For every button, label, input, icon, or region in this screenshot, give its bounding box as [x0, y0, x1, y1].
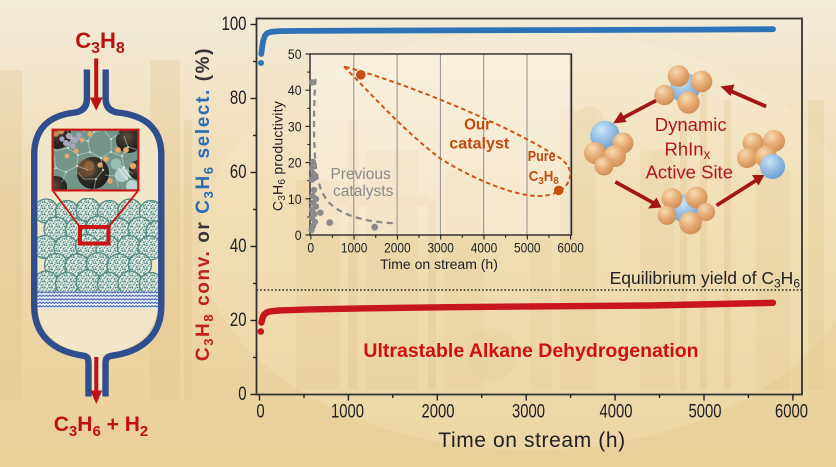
svg-text:20: 20 [230, 310, 247, 331]
svg-text:C3H8: C3H8 [529, 169, 559, 187]
svg-text:0: 0 [256, 402, 264, 423]
svg-text:Time on stream (h): Time on stream (h) [438, 429, 625, 452]
svg-text:Our: Our [464, 117, 491, 134]
svg-text:RhInx: RhInx [664, 139, 710, 163]
svg-text:2000: 2000 [384, 240, 411, 256]
svg-text:30: 30 [288, 118, 302, 134]
svg-text:1000: 1000 [331, 402, 364, 423]
svg-text:Time on stream (h): Time on stream (h) [380, 256, 498, 272]
svg-text:Previous: Previous [330, 166, 391, 183]
svg-text:0: 0 [307, 240, 314, 256]
svg-text:0: 0 [295, 227, 302, 243]
svg-text:3000: 3000 [427, 240, 454, 256]
svg-text:50: 50 [288, 46, 302, 62]
svg-text:60: 60 [230, 162, 247, 183]
svg-text:2000: 2000 [422, 402, 455, 423]
svg-text:Equilibrium yield of C3H6: Equilibrium yield of C3H6 [610, 268, 801, 291]
svg-text:Dynamic: Dynamic [655, 114, 727, 135]
svg-text:0: 0 [238, 384, 246, 405]
svg-text:Ultrastable Alkane Dehydrogena: Ultrastable Alkane Dehydrogenation [363, 340, 698, 362]
svg-text:6000: 6000 [775, 402, 808, 423]
svg-text:80: 80 [230, 88, 247, 109]
svg-text:C3H8 conv. or C3H6 select. (%): C3H8 conv. or C3H6 select. (%) [193, 47, 216, 361]
svg-text:5000: 5000 [689, 402, 722, 423]
svg-text:5000: 5000 [514, 240, 541, 256]
svg-text:40: 40 [288, 82, 302, 98]
svg-text:3000: 3000 [512, 402, 545, 423]
svg-text:1000: 1000 [341, 240, 368, 256]
svg-text:100: 100 [222, 14, 247, 35]
svg-text:40: 40 [230, 236, 247, 257]
svg-text:Active Site: Active Site [646, 162, 733, 183]
svg-text:catalyst: catalyst [449, 136, 509, 153]
svg-text:4000: 4000 [600, 402, 633, 423]
svg-text:C3H6 productivity: C3H6 productivity [270, 101, 289, 211]
svg-text:catalysts: catalysts [333, 183, 394, 200]
svg-text:4000: 4000 [471, 240, 498, 256]
svg-text:C3H6 + H2: C3H6 + H2 [54, 413, 148, 440]
svg-text:10: 10 [288, 191, 302, 207]
svg-text:20: 20 [288, 155, 302, 171]
svg-text:6000: 6000 [557, 240, 584, 256]
svg-text:Pure: Pure [528, 149, 556, 165]
